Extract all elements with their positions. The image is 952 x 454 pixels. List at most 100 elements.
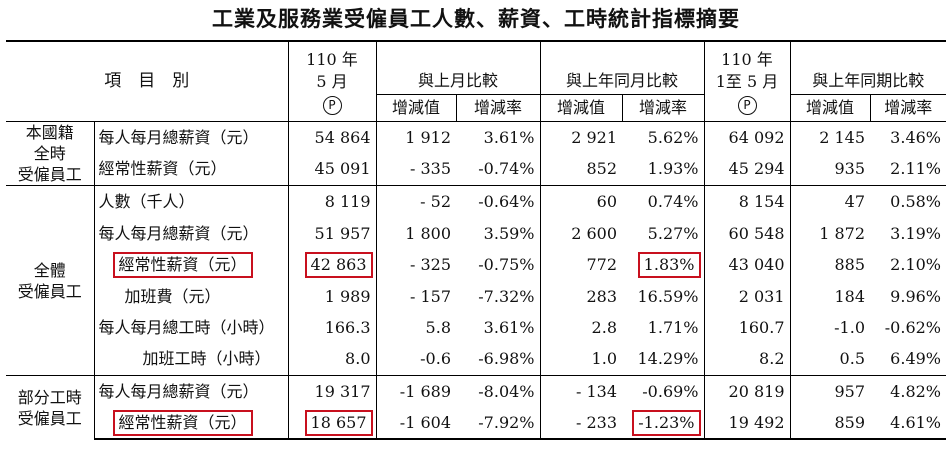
header-item: 項 目 別 xyxy=(6,40,289,122)
data-cell: -1.0 xyxy=(790,312,870,343)
data-cell: 5.62% xyxy=(622,121,705,154)
cell-value: 935 xyxy=(834,159,865,179)
cell-value: 2 031 xyxy=(738,286,785,306)
cell-value: - 52 xyxy=(420,192,451,211)
row-label: 經常性薪資（元） xyxy=(94,153,289,186)
header-ytd: 110 年 1至 5 月 P xyxy=(704,40,791,122)
cell-value: -8.04% xyxy=(478,381,535,401)
data-cell: 8 119 xyxy=(288,185,377,218)
table-row: 加班費（元） 1 989 - 157 -7.32% 283 16.59% 2 031 184 9… xyxy=(6,281,946,312)
cell-value: 184 xyxy=(834,286,865,306)
cell-value: 1.0 xyxy=(591,349,617,368)
data-cell: 54 864 xyxy=(288,121,377,154)
data-cell: -1 689 xyxy=(376,375,456,407)
data-cell: 166.3 xyxy=(288,312,377,343)
row-label-text: 每人每月總薪資（元） xyxy=(98,381,259,401)
data-cell: 51 957 xyxy=(288,218,377,249)
cell-value: 51 957 xyxy=(314,223,371,243)
cell-value: -1 604 xyxy=(399,412,451,432)
data-cell: -0.64% xyxy=(456,185,541,218)
data-cell: -0.62% xyxy=(870,312,946,343)
cell-value: 8 154 xyxy=(738,192,785,211)
data-cell: 1 800 xyxy=(376,218,456,249)
cell-value: 2.11% xyxy=(890,159,941,179)
cell-value: 1.71% xyxy=(647,317,699,337)
cell-value: 1 872 xyxy=(819,223,865,243)
data-cell: -0.74% xyxy=(456,153,541,186)
data-cell: 43 040 xyxy=(704,249,791,281)
data-cell: 5.27% xyxy=(622,218,705,249)
data-cell: 2 600 xyxy=(540,218,622,249)
cell-value: 2.10% xyxy=(890,255,941,274)
highlighted-row-label: 經常性薪資（元） xyxy=(112,409,253,436)
data-cell: 859 xyxy=(790,407,870,440)
preliminary-mark-icon: P xyxy=(322,95,342,115)
data-cell: 1 912 xyxy=(376,121,456,154)
highlighted-row-label: 經常性薪資（元） xyxy=(112,252,253,278)
cell-value: 20 819 xyxy=(728,381,785,401)
header-yoy-label: 與上年同月比較 xyxy=(540,68,705,95)
group-label: 本國籍 全時 受僱員工 xyxy=(6,121,95,186)
highlighted-cell-value: -1.23% xyxy=(632,409,701,436)
cell-value: -7.92% xyxy=(478,412,535,432)
group-label: 部分工時 受僱員工 xyxy=(6,375,95,439)
row-label: 每人每月總薪資（元） xyxy=(94,218,289,249)
data-cell: - 134 xyxy=(540,375,622,407)
row-label-text: 經常性薪資（元） xyxy=(98,159,227,179)
cell-value: 885 xyxy=(834,255,865,274)
data-cell: 16.59% xyxy=(622,281,705,312)
group-label-line: 部分工時 xyxy=(17,387,82,407)
row-label-text: 每人每月總薪資（元） xyxy=(98,223,259,243)
data-cell: 19 317 xyxy=(288,375,377,407)
cell-value: 60 xyxy=(596,192,617,211)
row-label-text: 每人每月總工時（小時） xyxy=(98,317,275,337)
cell-value: 5.27% xyxy=(647,223,699,243)
data-cell: -7.92% xyxy=(456,407,541,440)
data-cell: 14.29% xyxy=(622,343,705,376)
data-cell: 3.46% xyxy=(870,121,946,154)
cell-value: 1 989 xyxy=(324,286,371,306)
data-cell: - 157 xyxy=(376,281,456,312)
data-cell: - 233 xyxy=(540,407,622,440)
cell-value: -0.69% xyxy=(642,381,699,401)
data-cell: 283 xyxy=(540,281,622,312)
cell-value: 2 921 xyxy=(571,127,617,147)
cell-value: - 325 xyxy=(409,255,451,274)
cell-value: 1.93% xyxy=(647,159,699,179)
header-mom xyxy=(376,40,541,68)
cell-value: 54 864 xyxy=(314,127,371,147)
header-mom-label: 與上月比較 xyxy=(376,68,541,95)
cell-value: -0.6 xyxy=(420,349,451,368)
data-cell: 47 xyxy=(790,185,870,218)
data-cell: 45 091 xyxy=(288,153,377,186)
data-cell: 1.0 xyxy=(540,343,622,376)
data-cell: 60 548 xyxy=(704,218,791,249)
data-cell: 2 921 xyxy=(540,121,622,154)
cell-value: - 335 xyxy=(409,159,451,179)
group-label-line: 受僱員工 xyxy=(17,408,82,428)
data-cell: 20 819 xyxy=(704,375,791,407)
row-label-text: 加班費（元） xyxy=(124,286,221,306)
cell-value: 6.49% xyxy=(890,349,941,368)
data-cell: 772 xyxy=(540,249,622,281)
data-cell: 19 492 xyxy=(704,407,791,440)
header-inc-value: 增減值 xyxy=(790,94,871,122)
cell-value: 47 xyxy=(844,192,865,211)
group-label: 全體 受僱員工 xyxy=(6,185,95,376)
row-label: 經常性薪資（元） xyxy=(94,407,289,440)
data-cell: -0.75% xyxy=(456,249,541,281)
table-row: 每人每月總工時（小時） 166.3 5.8 3.61% 2.8 1.71% 160.7 -1.… xyxy=(6,312,946,343)
data-cell: 935 xyxy=(790,154,870,186)
row-label: 經常性薪資（元） xyxy=(94,249,289,281)
data-cell: - 325 xyxy=(376,249,456,281)
data-cell: 3.61% xyxy=(456,312,541,343)
row-label-text: 人數（千人） xyxy=(98,192,195,211)
statistics-table: 項 目 別 110 年 5 月 P 110 年 1至 5 月 P 與上月比較 與… xyxy=(6,40,946,440)
cell-value: 859 xyxy=(834,412,865,432)
cell-value: 3.46% xyxy=(890,127,941,147)
data-cell: -0.6 xyxy=(376,343,456,376)
data-cell: - 335 xyxy=(376,154,456,186)
cell-value: 9.96% xyxy=(890,286,941,306)
cell-value: 166.3 xyxy=(324,317,371,337)
data-cell: 3.61% xyxy=(456,121,541,154)
